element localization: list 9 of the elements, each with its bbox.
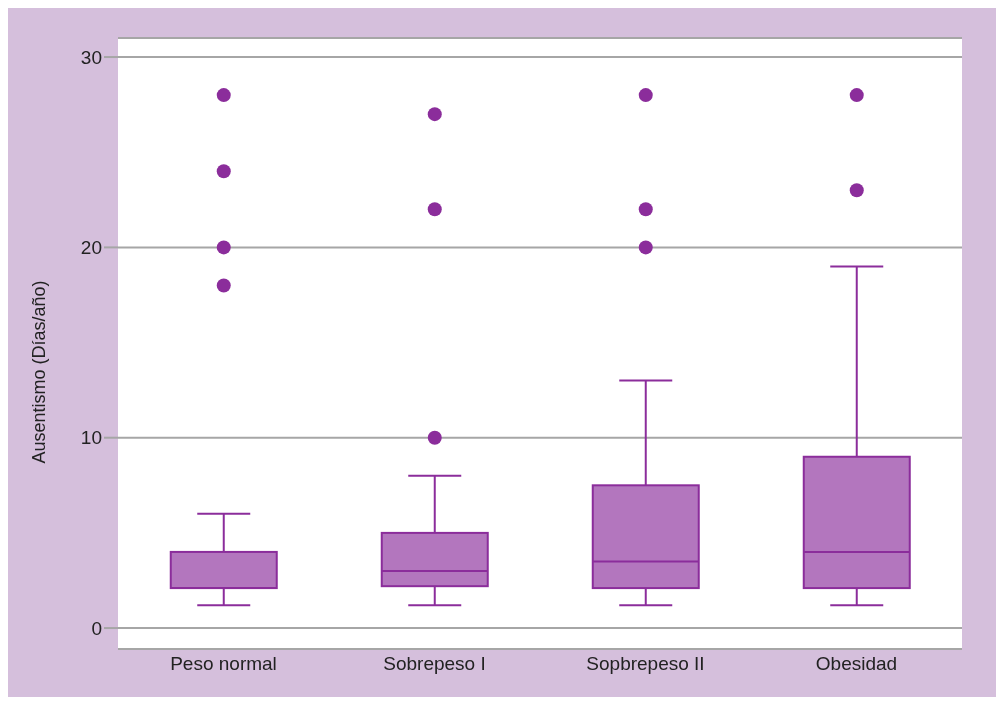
x-tick-label: Obesidad <box>815 653 898 675</box>
x-tick-label: Sobrepeso I <box>383 653 486 675</box>
y-axis-title: Ausentismo (Días/año) <box>29 280 50 464</box>
y-tick-label: 0 <box>91 617 102 639</box>
x-tick-label: Peso normal <box>170 653 277 675</box>
x-tick-label: Sopbrepeso II <box>586 653 705 675</box>
y-tick-label: 10 <box>80 427 102 449</box>
y-tick-label: 30 <box>80 46 102 68</box>
y-tick-label: 20 <box>80 237 102 259</box>
